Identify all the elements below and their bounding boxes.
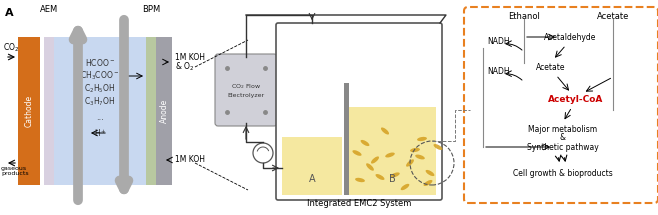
Text: HCOO$^-$: HCOO$^-$ bbox=[85, 57, 115, 69]
Text: Acetaldehyde: Acetaldehyde bbox=[544, 32, 596, 41]
Text: products: products bbox=[1, 171, 29, 176]
Text: C$_2$H$_5$OH: C$_2$H$_5$OH bbox=[84, 83, 116, 95]
Text: Acetate: Acetate bbox=[597, 12, 629, 21]
Text: A: A bbox=[309, 174, 315, 184]
Ellipse shape bbox=[355, 178, 365, 182]
Text: B: B bbox=[389, 174, 395, 184]
Text: ...: ... bbox=[96, 112, 104, 121]
Ellipse shape bbox=[381, 127, 389, 135]
Bar bbox=[146, 37, 156, 185]
Text: C$_3$H$_7$OH: C$_3$H$_7$OH bbox=[84, 96, 116, 108]
Text: Acetate: Acetate bbox=[536, 63, 566, 72]
Text: Major metabolism: Major metabolism bbox=[528, 124, 597, 134]
Ellipse shape bbox=[371, 156, 379, 164]
Bar bbox=[349, 29, 436, 195]
Ellipse shape bbox=[385, 152, 395, 157]
Text: Cathode: Cathode bbox=[24, 95, 34, 127]
Text: 1M KOH: 1M KOH bbox=[175, 52, 205, 61]
Ellipse shape bbox=[406, 159, 414, 167]
Ellipse shape bbox=[417, 137, 427, 141]
Text: CO$_2$ Flow: CO$_2$ Flow bbox=[231, 83, 261, 91]
Text: Anode: Anode bbox=[159, 99, 168, 123]
Ellipse shape bbox=[424, 180, 432, 186]
Bar bbox=[44, 37, 54, 185]
Text: CH$_3$COO$^-$: CH$_3$COO$^-$ bbox=[80, 70, 120, 82]
FancyBboxPatch shape bbox=[464, 7, 658, 203]
Ellipse shape bbox=[361, 140, 369, 146]
Text: Integrated EMC2 System: Integrated EMC2 System bbox=[307, 199, 411, 208]
Ellipse shape bbox=[426, 170, 434, 176]
Bar bbox=[156, 37, 172, 185]
Text: Acetyl-CoA: Acetyl-CoA bbox=[548, 95, 603, 103]
Text: Cell growth & bioproducts: Cell growth & bioproducts bbox=[513, 169, 613, 178]
Bar bbox=[282, 137, 342, 195]
Text: gaseous: gaseous bbox=[1, 166, 27, 171]
Text: Synthetic pathway: Synthetic pathway bbox=[527, 143, 599, 152]
Text: H$^+$: H$^+$ bbox=[93, 127, 107, 139]
Text: NADH: NADH bbox=[487, 37, 510, 46]
Text: Ethanol: Ethanol bbox=[508, 12, 540, 21]
Bar bbox=[282, 29, 342, 195]
Bar bbox=[18, 37, 40, 185]
Text: NADH: NADH bbox=[487, 66, 510, 75]
Ellipse shape bbox=[366, 163, 374, 171]
Ellipse shape bbox=[410, 148, 420, 152]
Ellipse shape bbox=[390, 172, 399, 178]
Text: Electrolyzer: Electrolyzer bbox=[228, 94, 265, 98]
Text: AEM: AEM bbox=[40, 5, 58, 14]
FancyBboxPatch shape bbox=[276, 23, 442, 200]
Ellipse shape bbox=[376, 174, 384, 180]
Ellipse shape bbox=[415, 155, 425, 160]
Text: A: A bbox=[5, 8, 14, 18]
Text: 1M KOH: 1M KOH bbox=[175, 155, 205, 164]
Text: BPM: BPM bbox=[142, 5, 160, 14]
Ellipse shape bbox=[434, 144, 442, 150]
FancyBboxPatch shape bbox=[215, 54, 277, 126]
Text: CO$_2$: CO$_2$ bbox=[3, 41, 19, 54]
Bar bbox=[54, 37, 146, 185]
Bar bbox=[349, 107, 436, 195]
Text: &: & bbox=[560, 134, 566, 143]
Ellipse shape bbox=[401, 184, 409, 190]
Bar bbox=[344, 83, 349, 195]
Text: & O$_2$: & O$_2$ bbox=[175, 61, 194, 73]
Ellipse shape bbox=[353, 150, 362, 156]
